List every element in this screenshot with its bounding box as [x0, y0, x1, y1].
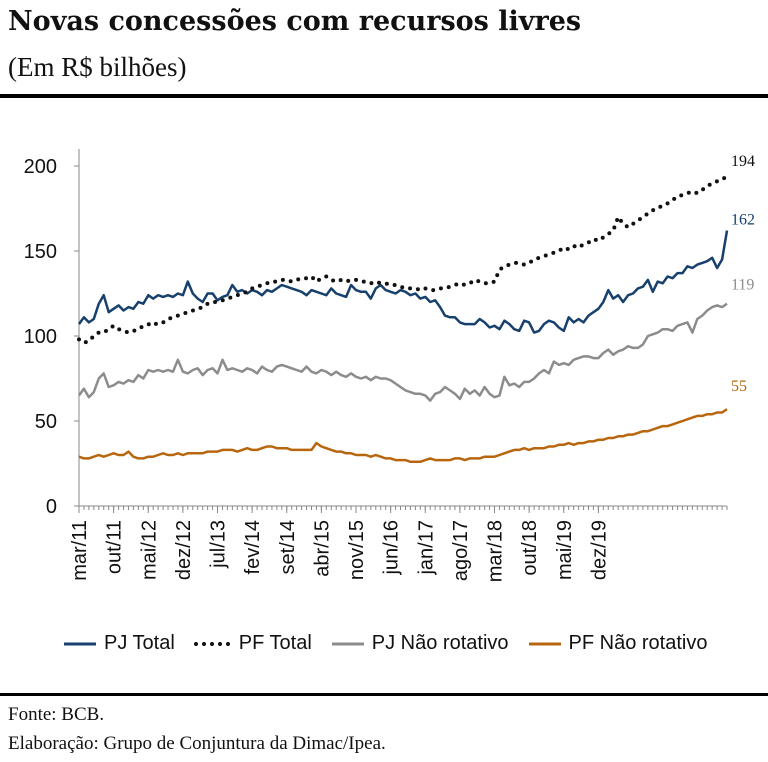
bottom-divider — [0, 693, 768, 696]
chart-title: Novas concessões com recursos livres — [8, 6, 582, 37]
chart-subtitle: (Em R$ bilhões) — [8, 52, 187, 82]
x-tick-label: dez/12 — [173, 520, 195, 580]
x-tick-label: mai/12 — [138, 520, 160, 580]
legend-label-pj-nao-rotativo: PJ Não rotativo — [371, 632, 509, 654]
series-line-pf-total — [77, 174, 729, 345]
x-tick-label: nov/15 — [346, 520, 368, 580]
y-tick-label: 150 — [24, 241, 57, 263]
series-line-pj-nao-rotativo — [77, 302, 728, 402]
end-label-pf-nao-rotativo: 55 — [731, 378, 747, 395]
x-tick-label: jun/16 — [381, 520, 403, 576]
x-tick-label: jan/17 — [415, 520, 437, 576]
legend-item-pf-total: PF Total — [193, 632, 312, 655]
legend-swatch-pj-total — [64, 642, 96, 645]
x-tick-label: out/11 — [104, 520, 126, 574]
chart-legend: PJ Total PF Total PJ Não rotativo PF Não… — [62, 632, 725, 655]
legend-item-pj-nao-rotativo: PJ Não rotativo — [330, 632, 509, 655]
source-note: Fonte: BCB. — [8, 704, 105, 725]
line-chart: 0 50 100 150 200 mar/11 out/11 mai/12 dez/12 jul/… — [24, 149, 755, 582]
x-tick-label: jul/13 — [208, 520, 230, 569]
end-label-pf-total: 194 — [731, 153, 755, 170]
y-tick-label: 100 — [24, 326, 57, 348]
legend-label-pj-total: PJ Total — [104, 632, 175, 654]
x-tick-label: ago/17 — [450, 520, 472, 581]
x-tick-label: fev/14 — [242, 520, 264, 574]
x-tick-label: set/14 — [277, 520, 299, 574]
x-tick-label: mar/18 — [485, 520, 507, 582]
series-line-pj-total — [77, 230, 729, 334]
legend-swatch-pj-nao-rotativo — [331, 642, 364, 645]
legend-swatch-pf-total — [193, 641, 232, 646]
x-tick-label: dez/19 — [588, 520, 610, 580]
top-divider — [0, 94, 768, 98]
chart-axes: 0 50 100 150 200 mar/11 out/11 mai/12 dez/12 jul/… — [24, 149, 728, 582]
x-tick-label: abr/15 — [311, 520, 333, 577]
legend-label-pf-nao-rotativo: PF Não rotativo — [568, 632, 708, 654]
elaboration-note: Elaboração: Grupo de Conjuntura da Dimac… — [8, 733, 386, 754]
legend-item-pj-total: PJ Total — [62, 632, 175, 655]
x-tick-label: out/18 — [519, 520, 541, 576]
y-tick-label: 200 — [24, 156, 57, 178]
x-tick-label: mai/19 — [554, 520, 576, 580]
x-tick-label: mar/11 — [69, 520, 91, 581]
legend-label-pf-total: PF Total — [238, 632, 312, 654]
y-tick-label: 0 — [46, 496, 57, 518]
y-tick-label: 50 — [35, 411, 57, 433]
end-label-pj-nao-rotativo: 119 — [731, 277, 754, 294]
legend-item-pf-nao-rotativo: PF Não rotativo — [527, 632, 708, 655]
series-line-pf-nao-rotativo — [78, 408, 728, 464]
legend-swatch-pf-nao-rotativo — [528, 642, 561, 645]
chart-series — [77, 174, 729, 464]
series-end-labels: 162 194 119 55 — [731, 153, 755, 395]
end-label-pj-total: 162 — [731, 212, 755, 229]
